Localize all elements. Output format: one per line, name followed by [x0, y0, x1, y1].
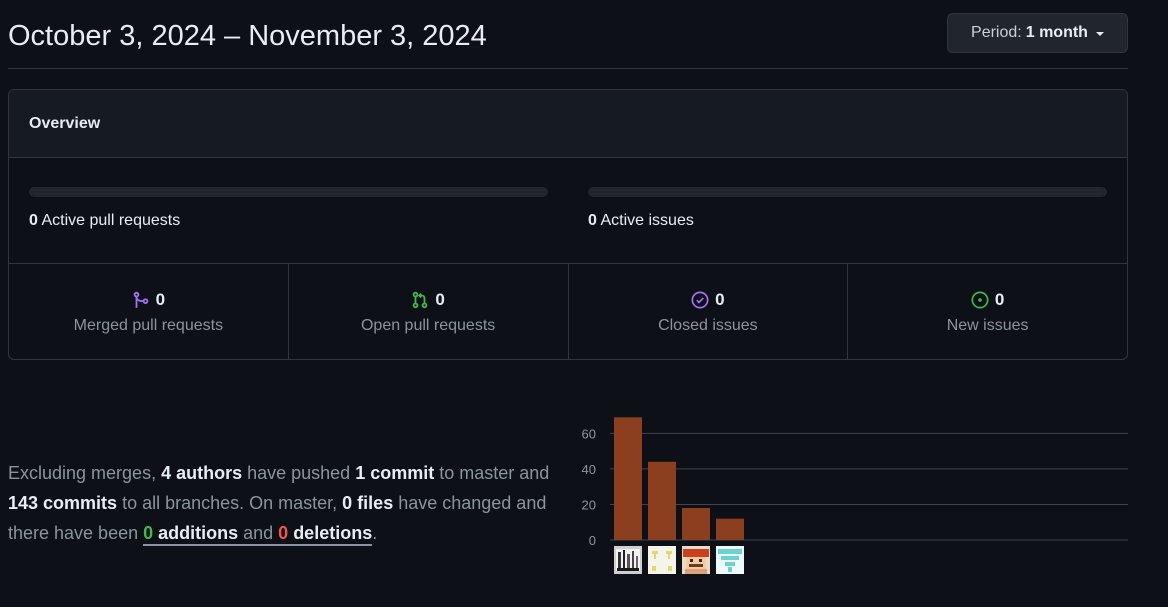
- merged-prs-count: 0: [155, 289, 166, 309]
- contributors-bar-chart: 0 20 40 60: [582, 417, 1128, 548]
- author-avatar-3[interactable]: [682, 546, 710, 574]
- author-avatar-2[interactable]: [648, 546, 676, 574]
- closed-issues-count: 0: [715, 289, 725, 309]
- issue-opened-icon: [971, 291, 989, 309]
- author-avatar-4[interactable]: [716, 546, 744, 574]
- stat-merged-prs[interactable]: 0 Merged pull requests: [9, 264, 289, 359]
- stats-row: 0 Merged pull requests 0 Open pull reque…: [9, 264, 1127, 359]
- active-prs-progress-bar: [29, 187, 548, 197]
- active-issues: 0 Active issues: [588, 187, 1107, 230]
- commit-contributors-chart: 0 20 40 60: [570, 400, 1140, 580]
- diff-stats-link[interactable]: 0 additions and 0 deletions: [143, 523, 373, 546]
- period-dropdown-button[interactable]: Period: 1 month: [947, 13, 1128, 53]
- overview-panel: Overview 0 Active pull requests 0 Active…: [8, 89, 1128, 360]
- additions-count: 0: [143, 523, 154, 543]
- deletions-count: 0: [278, 523, 289, 543]
- caret-down-icon: [1095, 32, 1104, 36]
- deletions-label: deletions: [288, 523, 373, 543]
- bar-author-4[interactable]: [716, 518, 744, 540]
- period-value: 1 month: [1025, 24, 1088, 41]
- new-issues-label: New issues: [946, 316, 1029, 334]
- merged-prs-label: Merged pull requests: [73, 316, 224, 334]
- y-tick-label-20: 20: [582, 497, 596, 512]
- date-range-title: October 3, 2024 – November 3, 2024: [8, 20, 487, 52]
- stat-closed-issues[interactable]: 0 Closed issues: [569, 264, 849, 359]
- y-tick-label-0: 0: [589, 533, 596, 548]
- all-branches-commits-count: 143 commits: [8, 493, 118, 513]
- bar-author-3[interactable]: [682, 508, 710, 540]
- authors-count: 4 authors: [161, 463, 243, 483]
- closed-issues-label: Closed issues: [658, 316, 758, 334]
- header-divider: [8, 68, 1128, 69]
- author-avatar-1[interactable]: [614, 546, 642, 574]
- overview-title: Overview: [9, 90, 1127, 158]
- active-pull-requests: 0 Active pull requests: [29, 187, 548, 230]
- active-issues-count: 0: [588, 212, 597, 229]
- active-issues-progress-bar: [588, 187, 1107, 197]
- period-prefix: Period:: [971, 24, 1022, 41]
- stat-new-issues[interactable]: 0 New issues: [848, 264, 1127, 359]
- files-changed-count: 0 files: [342, 493, 394, 513]
- active-prs-count: 0: [29, 212, 38, 229]
- pull-request-icon: [411, 291, 429, 309]
- bar-author-2[interactable]: [648, 461, 676, 540]
- commit-summary: Excluding merges, 4 authors have pushed …: [8, 458, 568, 548]
- stat-open-prs[interactable]: 0 Open pull requests: [289, 264, 569, 359]
- active-issues-label[interactable]: Active issues: [600, 212, 694, 229]
- y-tick-label-40: 40: [582, 462, 596, 477]
- new-issues-count: 0: [994, 289, 1005, 309]
- merge-icon: [132, 291, 150, 309]
- additions-label: additions: [153, 523, 239, 543]
- master-commits-count: 1 commit: [355, 463, 435, 483]
- issue-closed-icon: [691, 291, 709, 309]
- active-summary-row: 0 Active pull requests 0 Active issues: [9, 158, 1127, 264]
- y-tick-label-60: 60: [582, 426, 596, 441]
- open-prs-label: Open pull requests: [360, 316, 496, 334]
- active-prs-label[interactable]: Active pull requests: [41, 212, 181, 229]
- bar-author-1[interactable]: [614, 417, 642, 540]
- open-prs-count: 0: [435, 289, 445, 309]
